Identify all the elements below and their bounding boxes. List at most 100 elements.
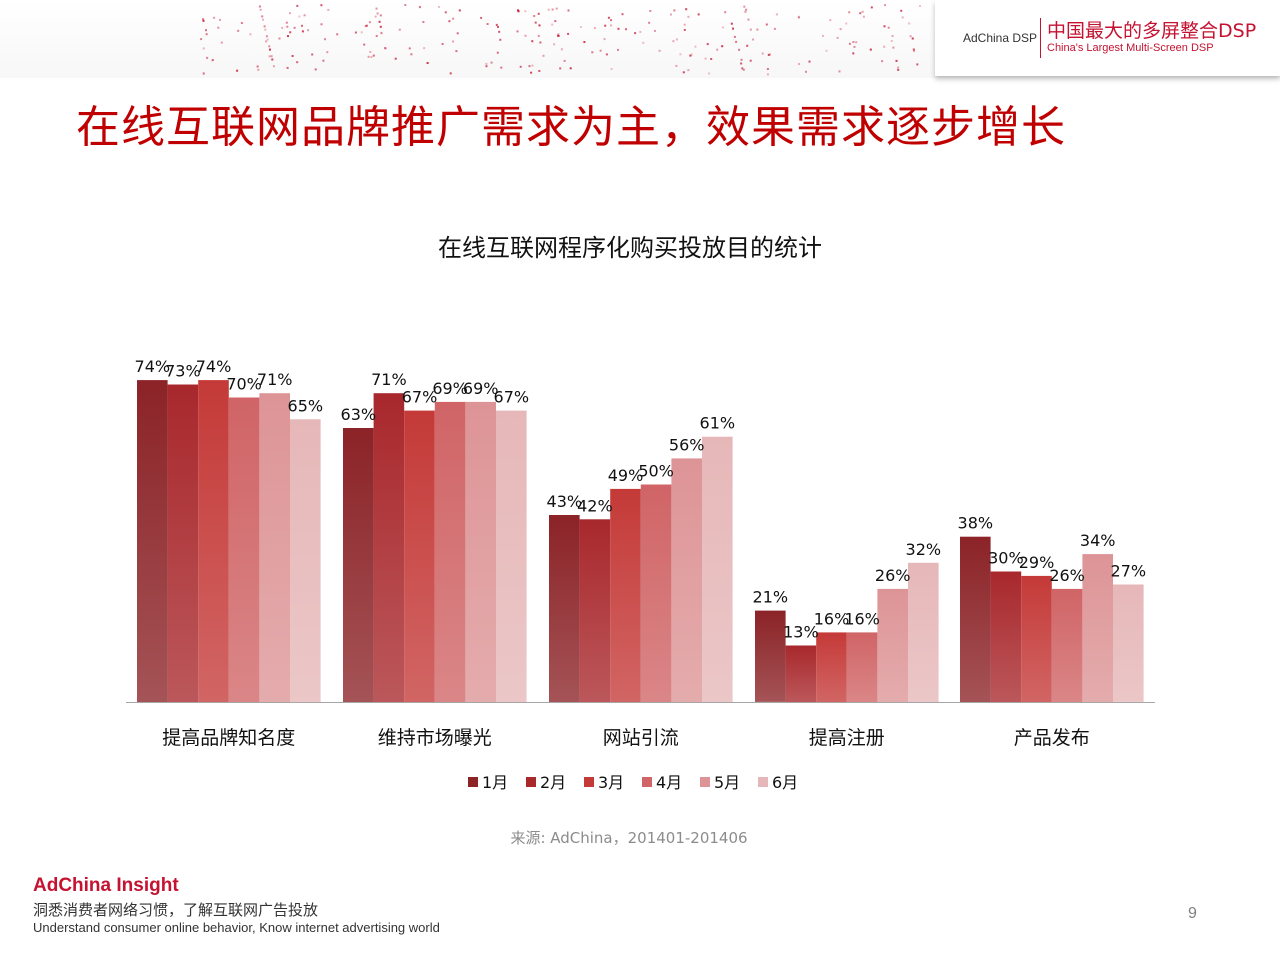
decorative-dot xyxy=(911,37,914,40)
data-label: 74% xyxy=(135,357,171,376)
decorative-dot xyxy=(500,66,503,69)
data-label: 73% xyxy=(165,362,201,381)
decorative-dot xyxy=(610,24,613,27)
decorative-dot xyxy=(410,53,413,56)
decorative-dot xyxy=(452,40,454,43)
decorative-dot xyxy=(265,35,268,38)
decorative-dot xyxy=(551,8,554,11)
decorative-dot xyxy=(897,66,900,69)
decorative-dot xyxy=(212,59,214,61)
data-label: 30% xyxy=(988,549,1024,568)
decorative-dot xyxy=(286,66,289,69)
data-label: 56% xyxy=(669,435,705,454)
decorative-dot xyxy=(272,65,275,68)
decorative-dot xyxy=(744,10,747,13)
decorative-dot xyxy=(307,29,310,32)
decorative-dot xyxy=(441,43,444,45)
decorative-dot xyxy=(206,56,209,59)
decorative-dot xyxy=(270,55,273,58)
decorative-dot xyxy=(745,8,748,11)
decorative-dot xyxy=(730,22,733,25)
bar xyxy=(1082,554,1113,702)
decorative-dot xyxy=(268,55,271,58)
decorative-dot xyxy=(258,5,261,8)
decorative-dots xyxy=(200,4,921,76)
decorative-dot xyxy=(289,31,292,34)
decorative-dot xyxy=(870,6,873,9)
decorative-dot xyxy=(610,68,613,70)
decorative-dot xyxy=(530,71,533,74)
decorative-dot xyxy=(205,33,208,36)
decorative-dot xyxy=(314,68,317,71)
data-label: 26% xyxy=(875,566,911,585)
legend-swatch xyxy=(468,777,478,787)
data-label: 42% xyxy=(577,496,613,515)
decorative-dot xyxy=(808,60,811,63)
category-label: 提高注册 xyxy=(809,727,885,749)
decorative-dot xyxy=(537,12,540,15)
decorative-dot xyxy=(704,57,707,60)
decorative-dot xyxy=(485,65,488,68)
decorative-dot xyxy=(916,63,919,66)
decorative-dot xyxy=(202,72,205,75)
data-label: 67% xyxy=(402,388,438,407)
decorative-dot xyxy=(599,49,602,52)
decorative-dot xyxy=(563,59,566,62)
legend-swatch xyxy=(526,777,536,787)
decorative-dot xyxy=(519,65,522,68)
data-label: 16% xyxy=(844,609,880,628)
decorative-dot xyxy=(531,64,534,67)
decorative-dot xyxy=(378,20,381,23)
bar xyxy=(434,401,466,702)
decorative-dot xyxy=(675,38,678,41)
decorative-dot xyxy=(287,35,289,38)
decorative-dot xyxy=(567,9,570,12)
bar xyxy=(1051,588,1083,702)
decorative-dot xyxy=(320,4,323,7)
bar xyxy=(960,536,991,702)
decorative-dot xyxy=(368,21,371,24)
legend-label: 4月 xyxy=(656,773,682,792)
decorative-dot xyxy=(374,15,377,18)
decorative-dot xyxy=(654,29,656,32)
decorative-dot xyxy=(498,30,501,33)
category-label: 提高品牌知名度 xyxy=(162,727,295,749)
decorative-dot xyxy=(336,33,339,36)
decorative-dot xyxy=(256,65,259,68)
legend-swatch xyxy=(700,777,710,787)
decorative-dot xyxy=(861,10,864,13)
data-label: 38% xyxy=(958,514,994,533)
decorative-dot xyxy=(897,68,900,71)
decorative-dot xyxy=(839,28,842,31)
legend-label: 1月 xyxy=(482,773,508,792)
decorative-dot xyxy=(829,19,832,22)
bar xyxy=(877,588,908,702)
bar xyxy=(465,401,496,702)
decorative-dot xyxy=(555,7,558,10)
decorative-dot xyxy=(327,8,330,11)
decorative-dot xyxy=(363,43,366,46)
decorative-dot xyxy=(900,9,903,12)
legend-swatch xyxy=(584,777,594,787)
decorative-dot xyxy=(740,58,743,61)
decorative-dot xyxy=(495,23,498,26)
decorative-dot xyxy=(685,8,688,11)
data-label: 61% xyxy=(700,414,736,433)
page-number: 9 xyxy=(1188,905,1197,922)
decorative-dot xyxy=(884,4,886,7)
decorative-dot xyxy=(322,59,325,62)
brand-small-label: AdChina DSP xyxy=(963,31,1038,45)
decorative-dot xyxy=(524,10,527,13)
decorative-dot xyxy=(852,41,855,43)
decorative-dot xyxy=(444,11,447,14)
decorative-dot xyxy=(538,24,541,27)
decorative-dot xyxy=(291,55,294,57)
decorative-dot xyxy=(486,23,489,25)
decorative-dot xyxy=(480,16,483,19)
decorative-dot xyxy=(766,73,769,76)
decorative-dot xyxy=(369,51,372,53)
decorative-dot xyxy=(554,20,557,23)
decorative-dot xyxy=(538,70,541,72)
decorative-dot xyxy=(559,67,562,70)
decorative-dot xyxy=(673,9,676,12)
